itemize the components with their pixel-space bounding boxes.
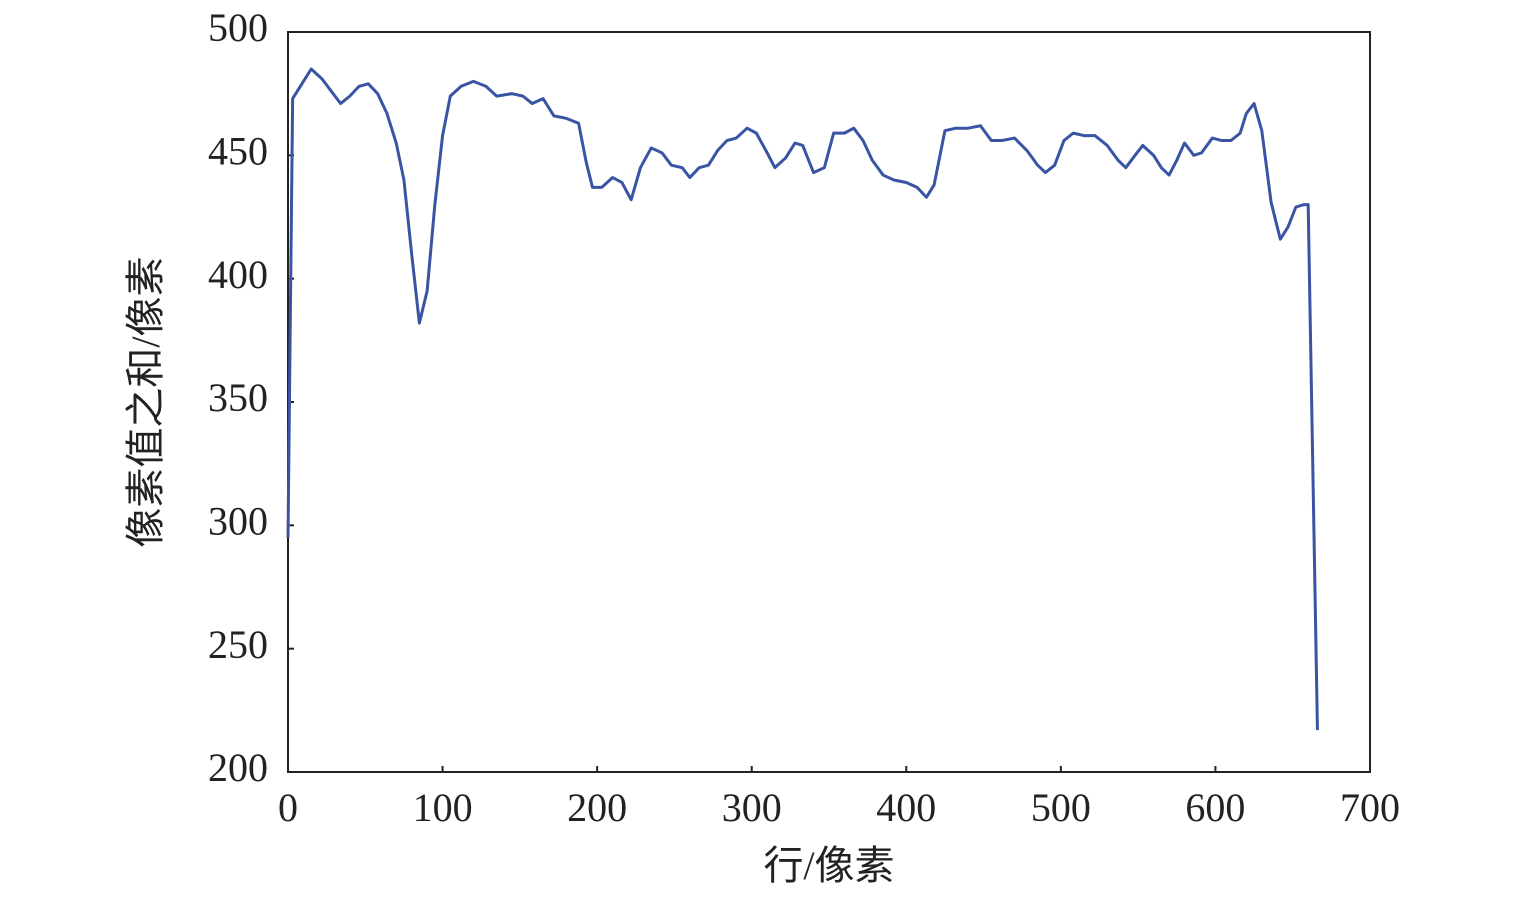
x-axis-label: 行/像素 — [763, 843, 894, 888]
y-tick-label: 200 — [208, 745, 268, 790]
x-tick-label: 200 — [567, 785, 627, 830]
x-tick-label: 100 — [413, 785, 473, 830]
y-tick-label: 500 — [208, 5, 268, 50]
y-tick-label: 300 — [208, 499, 268, 544]
y-tick-label: 450 — [208, 129, 268, 174]
data-line — [286, 67, 1319, 731]
x-tick-label: 400 — [876, 785, 936, 830]
x-tick-label: 700 — [1340, 785, 1400, 830]
x-tick-label: 500 — [1031, 785, 1091, 830]
y-tick-label: 400 — [208, 252, 268, 297]
x-tick-label: 300 — [722, 785, 782, 830]
y-axis-label: 像素值之和/像素 — [123, 256, 168, 547]
x-tick-label: 0 — [278, 785, 298, 830]
y-tick-label: 350 — [208, 375, 268, 420]
x-tick-label: 600 — [1185, 785, 1245, 830]
y-tick-label: 250 — [208, 622, 268, 667]
